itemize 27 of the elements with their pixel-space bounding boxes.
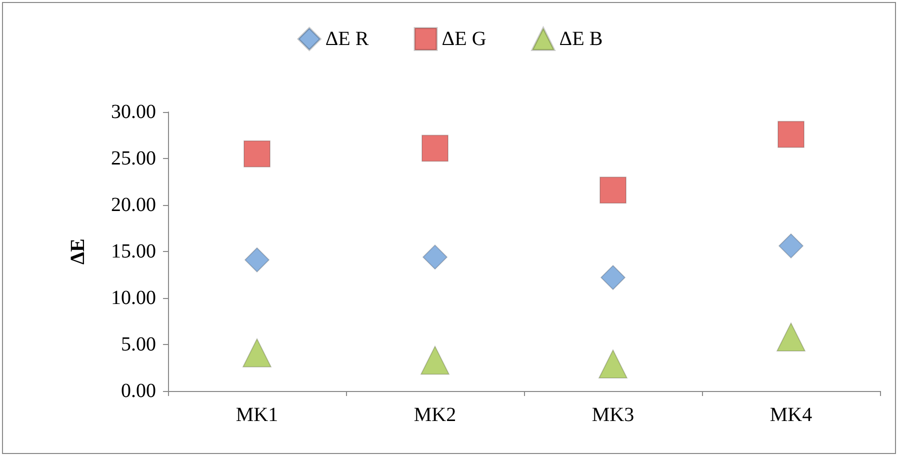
point bbox=[598, 350, 628, 379]
legend-label: ΔE R bbox=[325, 28, 370, 50]
y-tick-label: 15.00 bbox=[111, 240, 156, 262]
point bbox=[244, 247, 270, 272]
point bbox=[422, 244, 448, 270]
point bbox=[776, 322, 806, 352]
point bbox=[244, 140, 270, 168]
point bbox=[242, 338, 272, 368]
point bbox=[778, 120, 804, 148]
x-tick-label: MK4 bbox=[770, 404, 812, 426]
y-tick-label: 30.00 bbox=[111, 101, 156, 123]
x-tick-label: MK3 bbox=[592, 404, 634, 426]
y-axis-title: ΔE bbox=[67, 238, 89, 264]
point bbox=[600, 176, 626, 204]
x-tick-label: MK1 bbox=[236, 404, 278, 426]
y-tick-label: 20.00 bbox=[111, 194, 156, 216]
legend-label: ΔE G bbox=[442, 28, 486, 50]
x-tick-label: MK2 bbox=[414, 404, 456, 426]
point bbox=[422, 134, 448, 162]
y-tick-label: 5.00 bbox=[121, 334, 156, 356]
point bbox=[600, 265, 626, 290]
y-tick-label: 0.00 bbox=[121, 380, 156, 402]
y-tick-label: 25.00 bbox=[111, 148, 156, 170]
point bbox=[778, 233, 804, 258]
legend-label: ΔE B bbox=[559, 28, 603, 50]
point bbox=[420, 346, 450, 375]
y-tick-label: 10.00 bbox=[111, 287, 156, 309]
